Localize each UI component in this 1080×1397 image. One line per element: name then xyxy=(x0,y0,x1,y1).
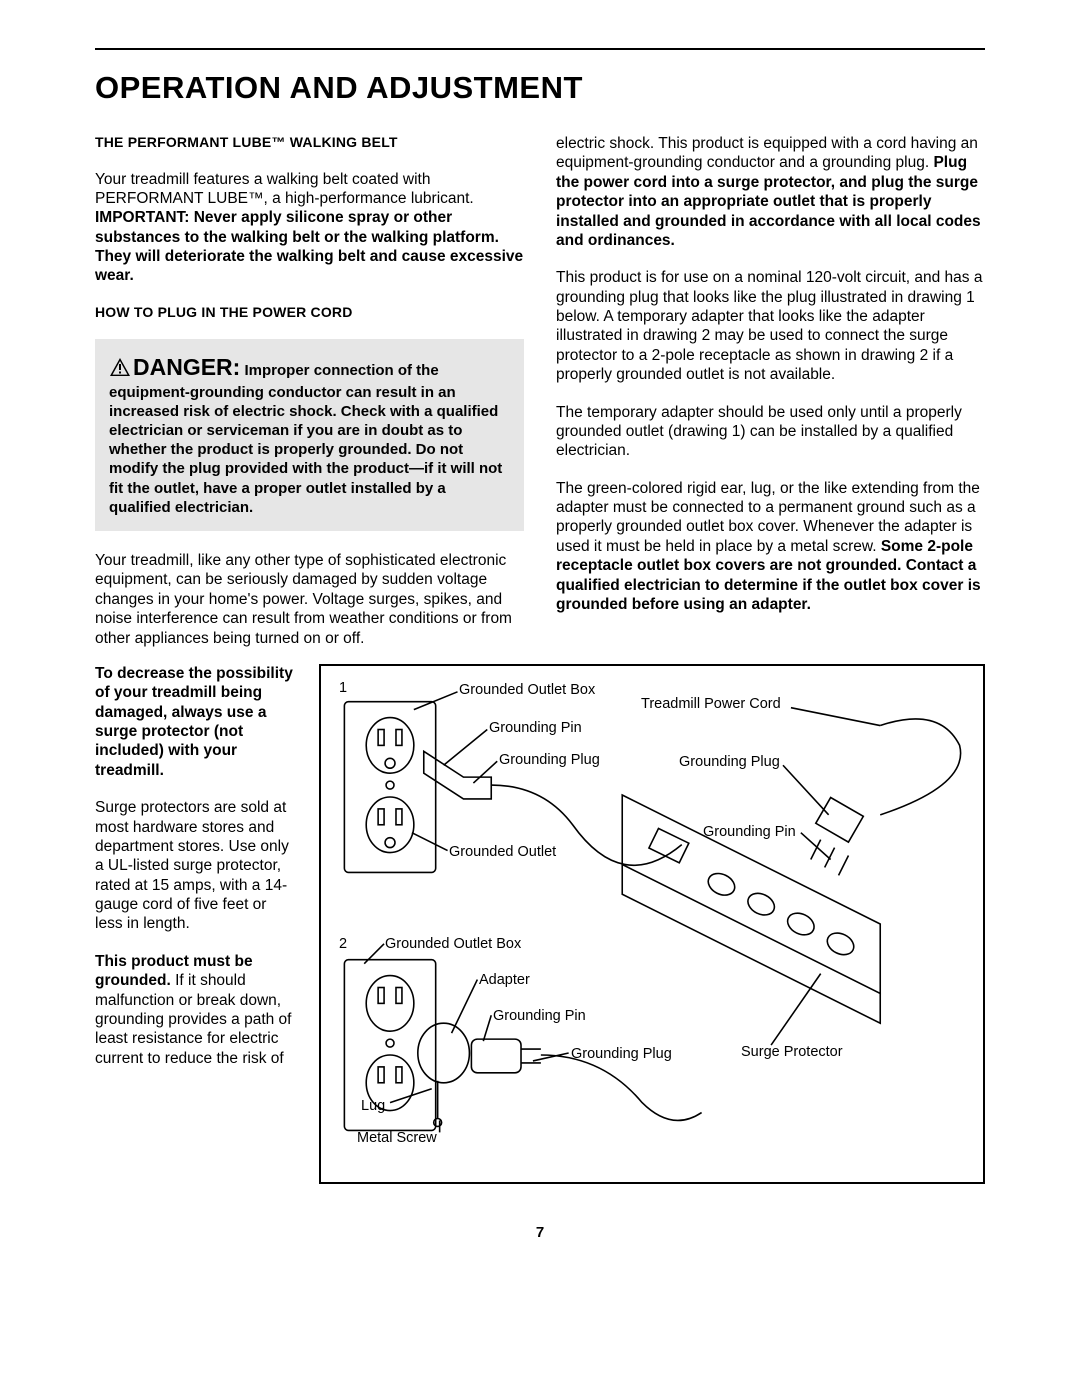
right-column: electric shock. This product is equipped… xyxy=(556,134,985,666)
lower-section: To decrease the possibility of your trea… xyxy=(95,664,985,1184)
left-column: THE PERFORMANT LUBE™ WALKING BELT Your t… xyxy=(95,134,524,666)
para-decrease: To decrease the possibility of your trea… xyxy=(95,664,295,780)
para-lube-a: Your treadmill features a walking belt c… xyxy=(95,171,474,207)
para-surgestores: Surge protectors are sold at most hardwa… xyxy=(95,798,295,934)
wiring-diagram: 1 2 Grounded Outlet Box Grounding Pin Gr… xyxy=(319,664,985,1184)
para-lube: Your treadmill features a walking belt c… xyxy=(95,170,524,286)
top-rule xyxy=(95,48,985,50)
para-decrease-b: To decrease the possibility of your trea… xyxy=(95,665,293,779)
para-120v: This product is for use on a nominal 120… xyxy=(556,268,985,384)
para-shock-a: electric shock. This product is equipped… xyxy=(556,135,978,171)
lower-text-column: To decrease the possibility of your trea… xyxy=(95,664,295,1184)
danger-body: Improper connection of the equipment-gro… xyxy=(109,362,502,516)
page-number: 7 xyxy=(95,1224,985,1241)
diagram-svg xyxy=(321,666,983,1182)
danger-box: DANGER: Improper connection of the equip… xyxy=(95,339,524,531)
para-shock: electric shock. This product is equipped… xyxy=(556,134,985,250)
para-lube-b: IMPORTANT: Never apply silicone spray or… xyxy=(95,209,523,284)
para-tempadapter: The temporary adapter should be used onl… xyxy=(556,403,985,461)
warning-icon xyxy=(109,357,131,382)
two-column-layout: THE PERFORMANT LUBE™ WALKING BELT Your t… xyxy=(95,134,985,666)
subhead-lube: THE PERFORMANT LUBE™ WALKING BELT xyxy=(95,134,524,152)
para-surge-a: Your treadmill, like any other type of s… xyxy=(95,552,512,647)
para-surge-intro: Your treadmill, like any other type of s… xyxy=(95,551,524,648)
page-title: OPERATION AND ADJUSTMENT xyxy=(95,70,985,106)
para-grounded: This product must be grounded. If it sho… xyxy=(95,952,295,1068)
danger-lead: DANGER: xyxy=(133,354,240,380)
subhead-plug: HOW TO PLUG IN THE POWER CORD xyxy=(95,304,524,322)
para-greenlug: The green-colored rigid ear, lug, or the… xyxy=(556,479,985,615)
